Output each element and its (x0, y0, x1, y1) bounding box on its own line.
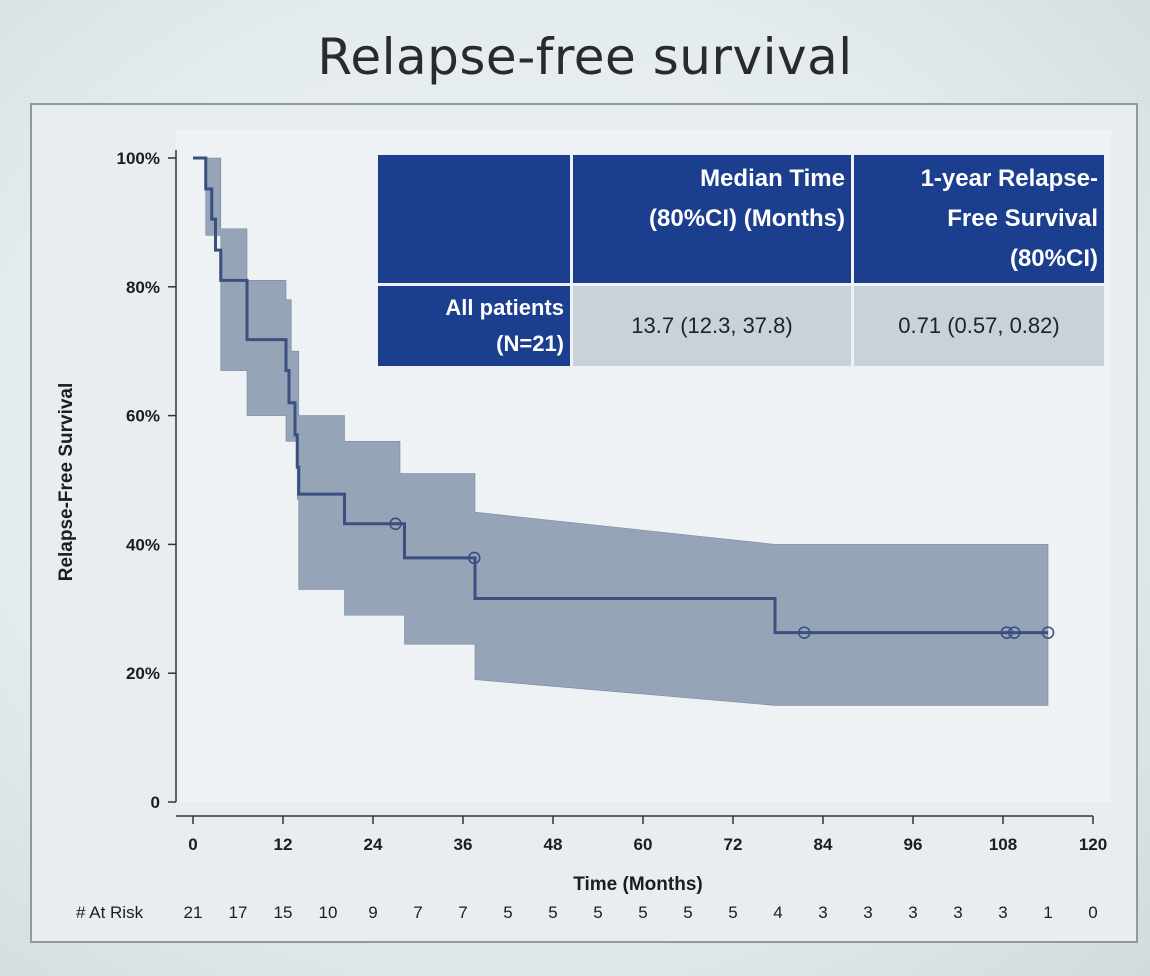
at-risk-count: 3 (863, 903, 872, 922)
rfs-header-line-3: (80%CI) (1009, 245, 1098, 272)
censor-mark (797, 626, 811, 639)
y-tick-label: 40% (126, 535, 160, 554)
y-tick-label: 60% (126, 407, 160, 426)
x-tick-label: 108 (989, 835, 1017, 854)
at-risk-count: 3 (998, 903, 1007, 922)
summary-table: Median Time (80%CI) (Months) 1-year Rela… (375, 152, 1107, 369)
x-axis-label: Time (Months) (573, 874, 702, 895)
row-label-line-2: (N=21) (496, 331, 564, 356)
median-header: Median Time (80%CI) (Months) (573, 155, 851, 283)
slide-title: Relapse-free survival (317, 28, 853, 86)
at-risk-count: 4 (773, 903, 782, 922)
x-tick-label: 60 (634, 835, 653, 854)
at-risk-count: 5 (593, 903, 602, 922)
at-risk-count: 7 (458, 903, 467, 922)
y-tick-label: 80% (126, 278, 160, 297)
row-label-all-patients: All patients (N=21) (378, 286, 570, 366)
censor-mark (467, 551, 481, 565)
at-risk-count: 17 (229, 903, 248, 922)
x-tick-label: 36 (454, 835, 473, 854)
ci-band (193, 157, 1049, 706)
at-risk-count: 5 (503, 903, 512, 922)
median-header-line-2: (80%CI) (Months) (649, 205, 845, 232)
at-risk-count: 21 (184, 903, 203, 922)
x-tick-label: 72 (724, 835, 743, 854)
x-tick-label: 48 (544, 835, 563, 854)
at-risk-count: 1 (1043, 903, 1052, 922)
row-label-line-1: All patients (445, 295, 564, 320)
rfs-header-line-1: 1-year Relapse- (920, 165, 1098, 192)
at-risk-count: 5 (728, 903, 737, 922)
table-corner-cell (378, 155, 570, 283)
x-tick-label: 0 (188, 835, 197, 854)
at-risk-count: 10 (319, 903, 338, 922)
at-risk-count: 5 (548, 903, 557, 922)
x-tick-label: 12 (274, 835, 293, 854)
censor-mark (1007, 626, 1021, 639)
median-header-line-1: Median Time (700, 165, 845, 192)
survival-curve (193, 156, 1048, 635)
x-tick-label: 96 (904, 835, 923, 854)
censor-mark (389, 517, 402, 531)
x-tick-label: 24 (364, 835, 383, 854)
at-risk-label: # At Risk (76, 903, 144, 922)
at-risk-count: 5 (638, 903, 647, 922)
censor-mark (1041, 626, 1055, 639)
at-risk-count: 3 (818, 903, 827, 922)
at-risk-count: 9 (368, 903, 377, 922)
x-tick-label: 120 (1079, 835, 1107, 854)
y-tick-label: 0 (151, 793, 160, 812)
x-tick-label: 84 (814, 835, 833, 854)
at-risk-count: 3 (953, 903, 962, 922)
y-axis-label: Relapse-Free Survival (56, 383, 77, 582)
y-tick-label: 20% (126, 664, 160, 683)
rfs-value-cell: 0.71 (0.57, 0.82) (854, 286, 1104, 366)
rfs-header-line-2: Free Survival (947, 205, 1098, 232)
at-risk-count: 5 (683, 903, 692, 922)
at-risk-count: 7 (413, 903, 422, 922)
at-risk-count: 0 (1088, 903, 1097, 922)
at-risk-count: 3 (908, 903, 917, 922)
at-risk-count: 15 (274, 903, 293, 922)
y-tick-label: 100% (117, 149, 160, 168)
censor-mark (1000, 626, 1014, 639)
median-value-cell: 13.7 (12.3, 37.8) (573, 286, 851, 366)
rfs-header: 1-year Relapse- Free Survival (80%CI) (854, 155, 1104, 283)
